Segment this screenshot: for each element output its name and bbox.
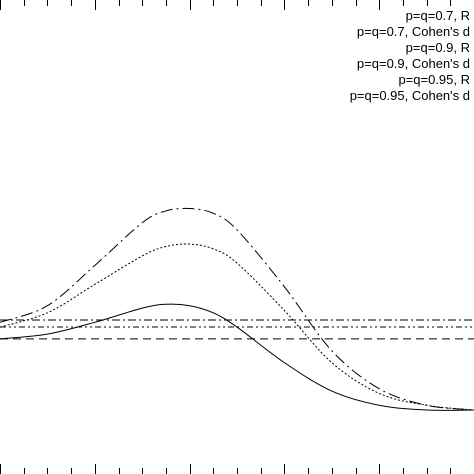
legend-entry-1: p=q=0.7, Cohen's d	[357, 24, 470, 39]
legend-entry-4: p=q=0.95, R	[398, 72, 470, 87]
legend-entry-5: p=q=0.95, Cohen's d	[350, 88, 470, 103]
series-layer	[0, 207, 474, 411]
legend-entry-0: p=q=0.7, R	[406, 8, 470, 23]
series-line-0	[0, 303, 474, 411]
legend: p=q=0.7, R p=q=0.7, Cohen's d p=q=0.9, R…	[350, 8, 470, 103]
series-line-2	[0, 243, 474, 411]
legend-entry-3: p=q=0.9, Cohen's d	[357, 56, 470, 71]
legend-entry-2: p=q=0.9, R	[406, 40, 470, 55]
series-line-4	[0, 207, 474, 411]
